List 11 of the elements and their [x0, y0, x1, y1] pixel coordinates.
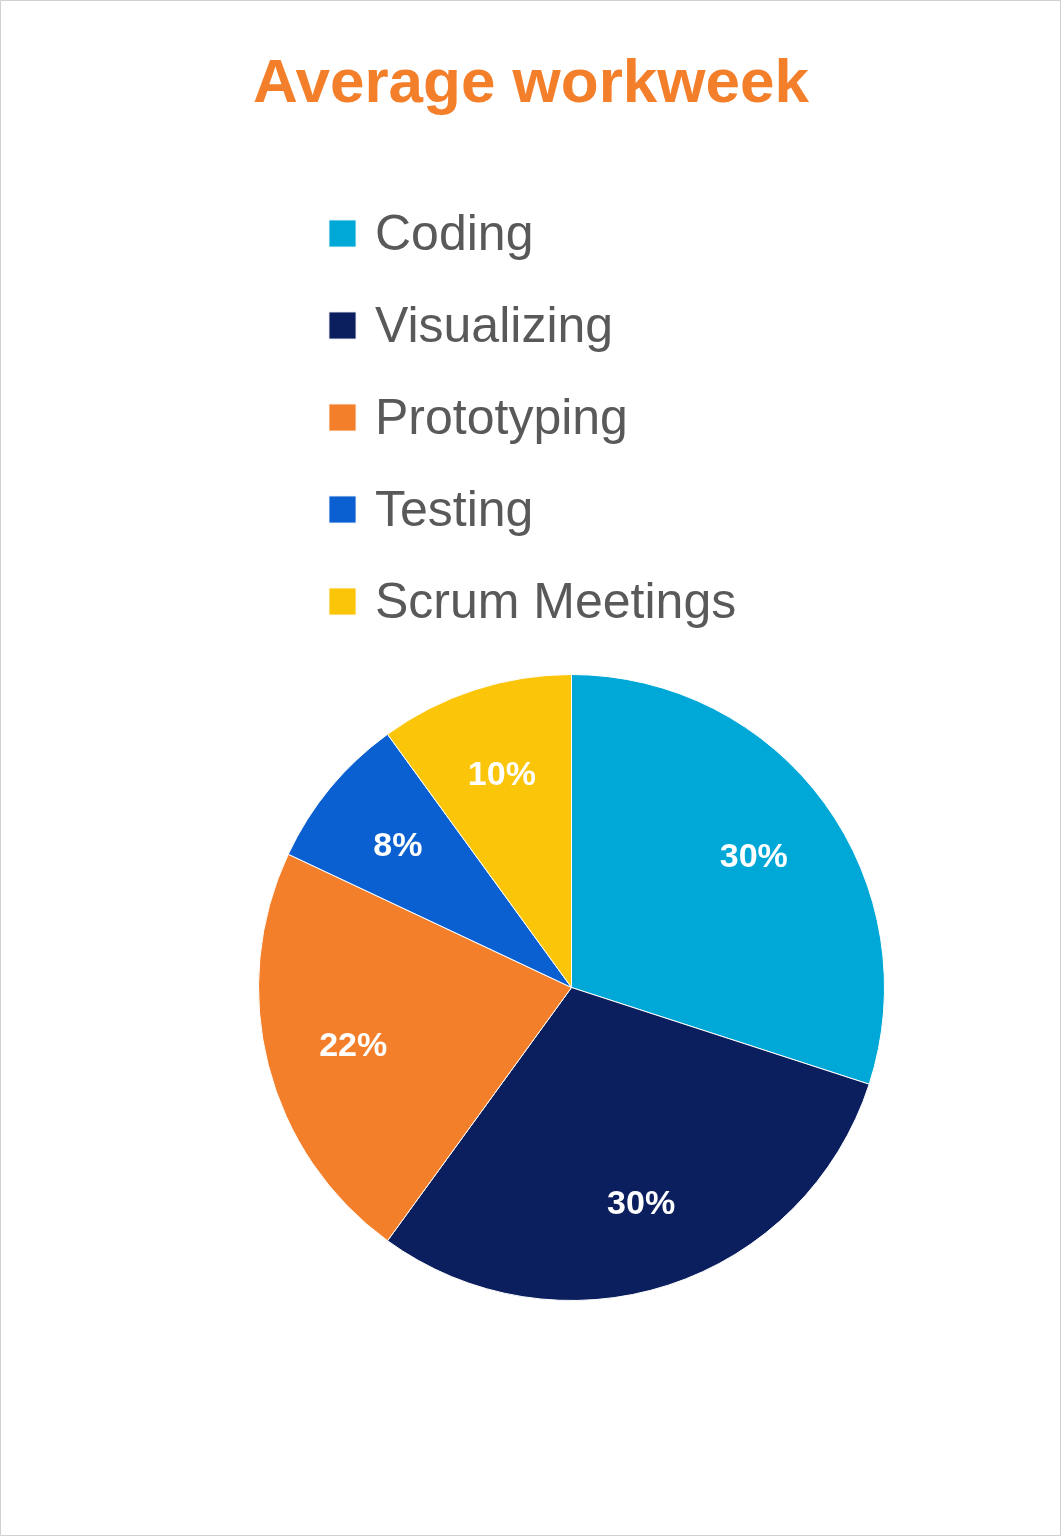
legend-label: Visualizing [375, 296, 614, 354]
legend-label: Prototyping [375, 388, 628, 446]
data-label: 30% [719, 836, 788, 875]
data-label: 22% [319, 1024, 388, 1063]
data-label: 30% [607, 1182, 676, 1221]
legend-label: Testing [375, 480, 534, 538]
legend-label: Coding [375, 204, 534, 262]
chart-title: Average workweek [253, 46, 810, 115]
legend-label: Scrum Meetings [375, 572, 737, 630]
data-label: 8% [373, 824, 423, 863]
data-label: 10% [467, 754, 536, 793]
